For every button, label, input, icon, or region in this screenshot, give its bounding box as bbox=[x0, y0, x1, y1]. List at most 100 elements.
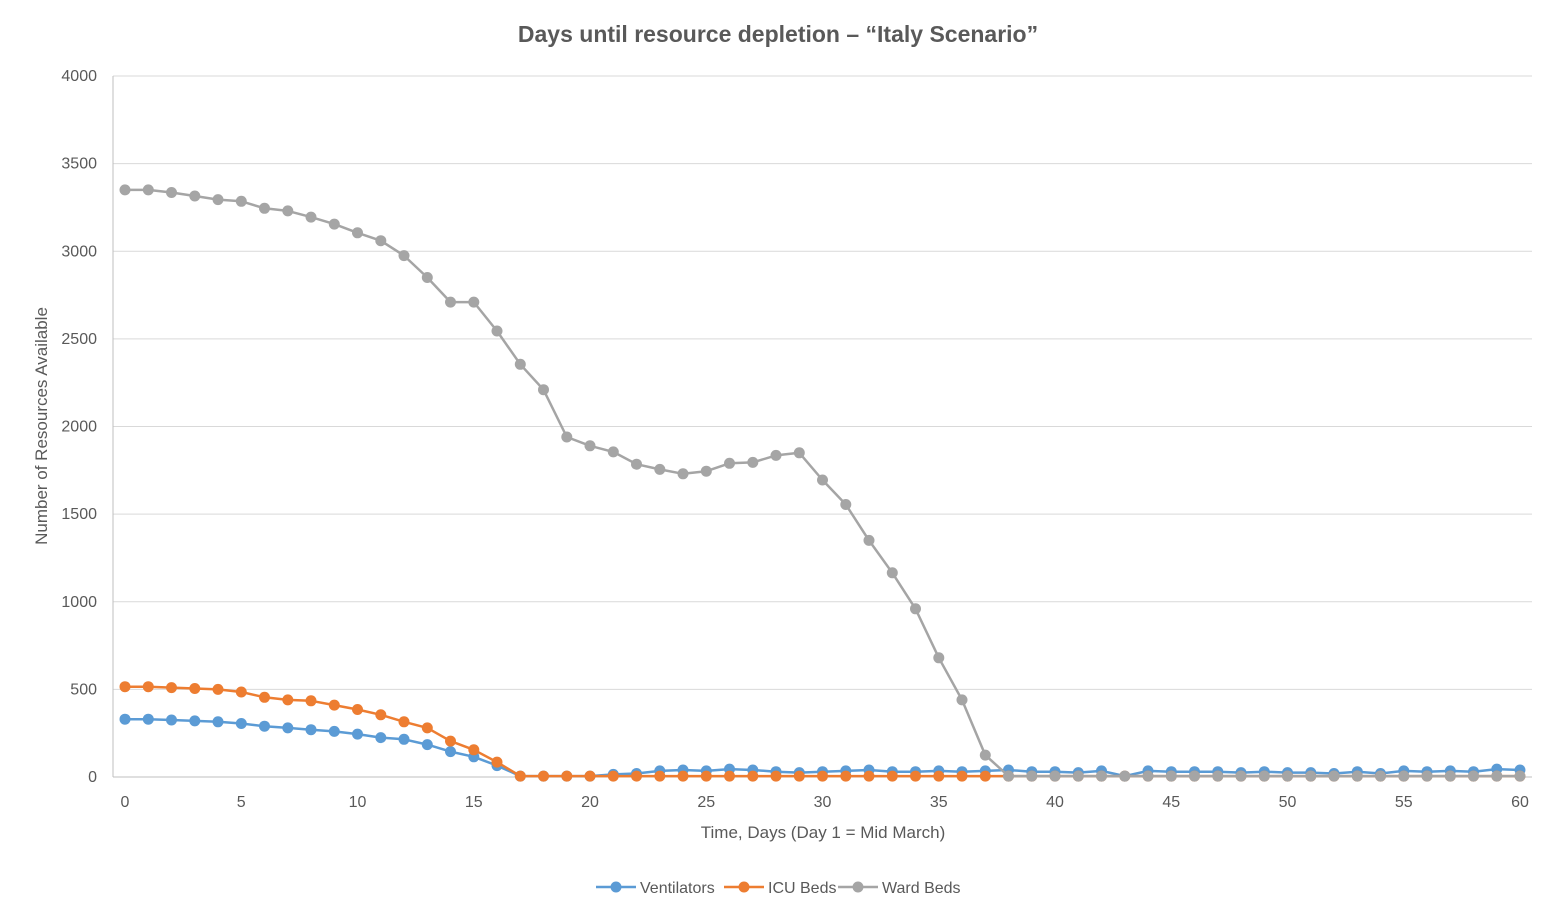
data-point bbox=[1072, 770, 1084, 782]
data-point bbox=[1235, 770, 1247, 782]
data-point bbox=[561, 431, 573, 443]
data-point bbox=[724, 770, 735, 782]
data-point bbox=[212, 716, 224, 728]
data-point bbox=[305, 695, 317, 707]
data-point bbox=[212, 683, 224, 695]
data-point bbox=[1375, 770, 1386, 782]
data-point bbox=[840, 499, 852, 510]
y-tick-label: 3500 bbox=[61, 156, 97, 173]
x-tick-label: 45 bbox=[1162, 794, 1180, 811]
legend-swatch-marker bbox=[738, 881, 750, 893]
x-tick-label: 25 bbox=[697, 794, 715, 811]
data-point bbox=[375, 732, 387, 744]
data-point bbox=[793, 770, 805, 782]
data-point bbox=[933, 770, 945, 782]
data-point bbox=[979, 749, 991, 761]
data-point bbox=[421, 722, 433, 734]
data-point bbox=[189, 715, 201, 727]
data-point bbox=[445, 735, 456, 747]
y-axis-tick-labels: 0 500 1000 1500 2000 2500 3000 3500 4000 bbox=[61, 68, 97, 786]
data-point bbox=[398, 733, 410, 745]
data-point bbox=[979, 770, 991, 782]
data-point bbox=[282, 694, 294, 706]
data-point bbox=[1444, 770, 1456, 782]
data-point bbox=[607, 446, 619, 458]
x-tick-label: 20 bbox=[581, 794, 599, 811]
y-tick-label: 4000 bbox=[61, 68, 97, 85]
data-point bbox=[584, 440, 596, 452]
y-axis-title: Number of Resources Available bbox=[32, 307, 51, 545]
data-point bbox=[142, 681, 154, 693]
data-point bbox=[212, 194, 224, 206]
data-point bbox=[1189, 770, 1200, 782]
x-tick-label: 35 bbox=[930, 794, 948, 811]
x-tick-label: 50 bbox=[1279, 794, 1297, 811]
data-point bbox=[724, 457, 735, 469]
data-point bbox=[445, 746, 456, 758]
data-point bbox=[189, 683, 201, 694]
data-point bbox=[514, 358, 526, 370]
data-point bbox=[491, 756, 503, 768]
x-tick-label: 55 bbox=[1395, 794, 1413, 811]
data-point bbox=[421, 272, 433, 283]
x-tick-label: 30 bbox=[814, 794, 832, 811]
data-point bbox=[398, 716, 410, 728]
legend-label: Ward Beds bbox=[882, 880, 961, 897]
legend-swatch-marker bbox=[852, 881, 864, 893]
data-point bbox=[747, 770, 759, 782]
data-point bbox=[1003, 770, 1014, 782]
chart-title: Days until resource depletion – “Italy S… bbox=[518, 21, 1038, 47]
data-point bbox=[1119, 770, 1131, 782]
data-point bbox=[631, 770, 642, 782]
legend-item: Ward Beds bbox=[838, 880, 961, 897]
y-tick-label: 1000 bbox=[61, 594, 97, 611]
x-tick-label: 0 bbox=[121, 794, 130, 811]
data-point bbox=[119, 184, 131, 196]
y-tick-label: 2500 bbox=[61, 331, 97, 348]
data-point bbox=[142, 713, 154, 725]
data-point bbox=[328, 699, 340, 711]
data-point bbox=[654, 463, 666, 475]
data-point bbox=[166, 714, 177, 726]
x-tick-label: 5 bbox=[237, 794, 246, 811]
data-point bbox=[421, 739, 433, 751]
data-point bbox=[328, 218, 340, 230]
data-point bbox=[375, 235, 387, 247]
data-point bbox=[352, 227, 363, 239]
data-point bbox=[1258, 770, 1270, 782]
gridlines bbox=[113, 75, 1532, 690]
data-point bbox=[631, 458, 642, 470]
data-point bbox=[1421, 770, 1433, 782]
data-point bbox=[514, 770, 526, 782]
data-point bbox=[886, 567, 898, 579]
data-point bbox=[282, 205, 294, 217]
data-point bbox=[607, 770, 619, 782]
data-point bbox=[1351, 770, 1363, 782]
data-point bbox=[1305, 770, 1317, 782]
data-point bbox=[747, 456, 759, 468]
data-point bbox=[1468, 770, 1479, 782]
data-point bbox=[235, 718, 247, 729]
data-point bbox=[375, 709, 387, 721]
x-axis-tick-labels: 0 5 10 15 20 25 30 35 40 45 50 55 60 bbox=[121, 794, 1529, 811]
data-point bbox=[1142, 770, 1154, 782]
data-point bbox=[840, 770, 852, 782]
x-tick-label: 15 bbox=[465, 794, 483, 811]
data-point bbox=[1212, 770, 1224, 782]
data-point bbox=[677, 468, 689, 480]
data-point bbox=[259, 691, 270, 703]
data-point bbox=[468, 296, 480, 308]
data-point bbox=[863, 534, 875, 546]
legend-item: Ventilators bbox=[596, 880, 715, 897]
data-point bbox=[468, 744, 480, 756]
data-point bbox=[328, 725, 340, 737]
data-point bbox=[770, 449, 782, 461]
legend-item: ICU Beds bbox=[724, 880, 836, 897]
x-axis-title: Time, Days (Day 1 = Mid March) bbox=[701, 823, 946, 842]
data-point bbox=[1282, 770, 1293, 782]
data-point bbox=[910, 770, 921, 782]
data-point bbox=[538, 770, 549, 782]
data-point bbox=[352, 704, 363, 715]
y-tick-label: 500 bbox=[70, 681, 97, 698]
data-point bbox=[886, 770, 898, 782]
